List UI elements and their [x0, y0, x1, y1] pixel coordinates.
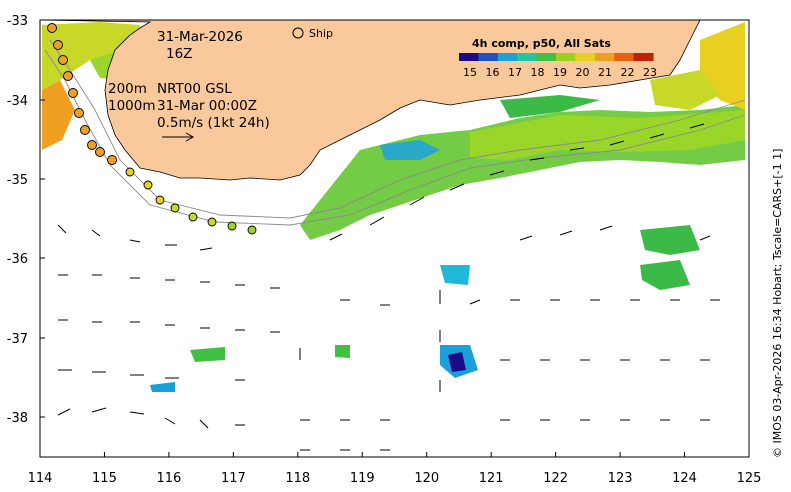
x-tick-label: 118	[285, 471, 310, 486]
colorbar-label: 16	[486, 66, 500, 79]
y-axis: -33 -34 -35 -36 -37 -38	[7, 14, 28, 426]
colorbar-label: 18	[531, 66, 545, 79]
colorbar-labels: 15 16 17 18 19 20 21 22 23	[463, 66, 657, 79]
y-tick-label: -37	[7, 332, 28, 347]
colorbar-swatch	[536, 53, 557, 61]
colorbar-label: 19	[553, 66, 567, 79]
y-tick-label: -38	[7, 411, 28, 426]
y-tick-label: -35	[7, 173, 28, 188]
x-tick-label: 116	[156, 471, 181, 486]
colorbar-swatch	[478, 53, 499, 61]
plot-frame	[39, 19, 750, 458]
colorbar-swatch	[459, 53, 479, 61]
y-tick-label: -33	[7, 14, 28, 29]
x-tick-label: 124	[672, 471, 697, 486]
colorbar-label: 21	[598, 66, 612, 79]
current-vectors	[57, 123, 720, 451]
x-tick-label: 122	[543, 471, 568, 486]
scale-arrow	[162, 132, 195, 142]
depth-top-label: 200m	[108, 81, 147, 97]
colorbar-label: 20	[576, 66, 590, 79]
scale-label: 0.5m/s (1kt 24h)	[157, 115, 270, 131]
product-time-label: 31-Mar 00:00Z	[157, 98, 257, 114]
x-tick-label: 114	[28, 471, 53, 486]
colorbar-label: 22	[621, 66, 635, 79]
colorbar-swatch	[633, 53, 654, 61]
x-tick-label: 117	[221, 471, 246, 486]
y-tick-label: -34	[7, 94, 28, 109]
side-caption: © IMOS 03-Apr-2026 16:34 Hobart; Tscale=…	[771, 149, 784, 458]
colorbar-label: 15	[463, 66, 477, 79]
y-tick-label: -36	[7, 252, 28, 267]
colorbar-swatch	[594, 53, 615, 61]
x-tick-label: 123	[608, 471, 633, 486]
product-label: NRT00 GSL	[157, 81, 232, 97]
colorbar-label: 17	[508, 66, 522, 79]
x-axis: 114 115 116 117 118 119 120 121 122 123 …	[28, 471, 762, 486]
hour-label: 16Z	[166, 46, 192, 62]
colorbar-title: 4h comp, p50, All Sats	[472, 37, 611, 50]
x-tick-label: 121	[479, 471, 504, 486]
colorbar-swatch	[575, 53, 596, 61]
x-tick-label: 115	[92, 471, 117, 486]
colorbar-swatch	[614, 53, 635, 61]
depth-bottom-label: 1000m	[108, 98, 156, 114]
colorbar-swatch	[517, 53, 538, 61]
x-tick-label: 120	[414, 471, 439, 486]
ship-legend-icon	[292, 27, 304, 39]
colorbar-swatch	[556, 53, 576, 61]
colorbar-label: 23	[643, 66, 657, 79]
colorbar	[459, 53, 654, 61]
date-label: 31-Mar-2026	[157, 29, 243, 45]
ship-track	[47, 23, 257, 235]
colorbar-swatch	[497, 53, 518, 61]
ship-legend-label: Ship	[309, 27, 333, 40]
x-tick-label: 125	[737, 471, 762, 486]
x-tick-label: 119	[350, 471, 375, 486]
tick-marks	[39, 19, 750, 457]
